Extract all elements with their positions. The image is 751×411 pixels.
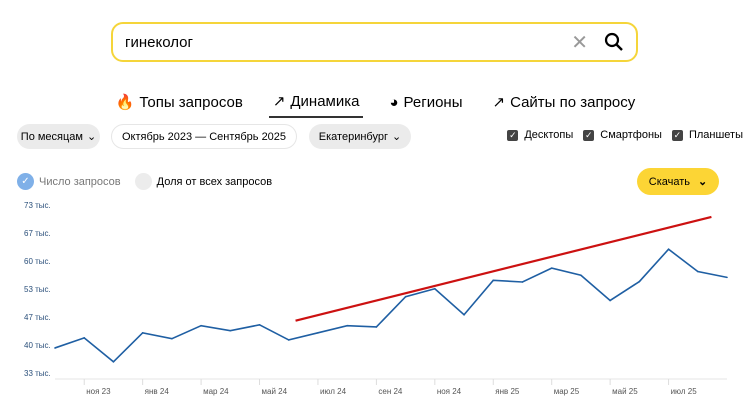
check-icon[interactable]: ✓ <box>17 173 34 190</box>
x-tick-label: мар 24 <box>203 387 229 396</box>
data-point <box>171 337 173 340</box>
y-tick-label: 67 тыс. <box>24 229 51 238</box>
checkbox-tablet[interactable]: ✓ Планшеты <box>671 129 743 141</box>
data-point <box>463 313 465 316</box>
download-button[interactable]: Скачать ⌄ <box>637 168 719 195</box>
chevron-down-icon: ⌄ <box>698 176 708 188</box>
data-point <box>141 332 144 334</box>
x-tick-label: сен 24 <box>378 387 403 396</box>
trend-icon: ↗ <box>272 93 286 110</box>
tab-sites[interactable]: ↗ Сайты по запросу <box>489 88 640 118</box>
checkbox-smartphone[interactable]: ✓ Смартфоны <box>583 129 662 141</box>
x-tick-label: мар 25 <box>554 387 580 396</box>
magnifier-icon[interactable] <box>604 32 624 52</box>
data-point <box>726 276 728 279</box>
data-point <box>200 324 202 327</box>
check-icon: ✓ <box>583 129 595 141</box>
x-tick-label: янв 24 <box>145 387 170 396</box>
y-tick-label: 53 тыс. <box>24 285 51 294</box>
globe-icon: ◕ <box>389 93 399 111</box>
data-point <box>609 299 611 302</box>
checkbox-label: Смартфоны <box>600 129 662 141</box>
chevron-down-icon: ⌄ <box>86 131 97 143</box>
data-point <box>638 280 641 283</box>
tab-label: Топы запросов <box>139 93 243 111</box>
date-range-label: Октябрь 2023 — Сентябрь 2025 <box>121 130 287 143</box>
fire-icon: 🔥 <box>115 94 135 111</box>
x-tick-label: май 25 <box>612 387 638 396</box>
data-point <box>580 274 582 277</box>
y-tick-label: 40 тыс. <box>24 341 51 350</box>
checkbox-label: Десктопы <box>524 129 574 141</box>
data-point <box>112 360 115 363</box>
chart-legend: ✓ Число запросов Доля от всех запросов <box>17 173 272 190</box>
y-tick-label: 33 тыс. <box>24 369 51 378</box>
tabs: 🔥 Топы запросов ↗ Динамика ◕ Регионы ↗ Сайты… <box>0 88 751 118</box>
x-tick-label: июл 24 <box>320 387 347 396</box>
chevron-down-icon: ⌄ <box>391 131 402 143</box>
date-range-picker[interactable]: Октябрь 2023 — Сентябрь 2025 <box>111 124 297 149</box>
x-tick-label: май 24 <box>262 387 288 396</box>
data-point <box>258 324 261 326</box>
data-point <box>317 332 319 334</box>
tab-label: Регионы <box>403 93 463 111</box>
data-point <box>346 324 348 327</box>
data-point <box>550 267 553 269</box>
data-point <box>375 326 378 328</box>
x-tick-label: янв 25 <box>495 387 520 396</box>
close-icon[interactable]: ✕ <box>571 31 588 54</box>
data-point <box>229 329 232 332</box>
x-tick-label: ноя 23 <box>86 387 111 396</box>
search-input[interactable] <box>125 33 572 51</box>
y-tick-label: 73 тыс. <box>24 201 51 210</box>
data-point <box>521 281 524 283</box>
check-icon: ✓ <box>671 129 683 141</box>
region-label: Екатеринбург <box>318 130 388 143</box>
data-point <box>287 339 290 341</box>
device-filters: ✓ Десктопы ✓ Смартфоны ✓ Планшеты <box>507 129 743 141</box>
data-point <box>696 270 699 273</box>
radio-icon[interactable] <box>134 173 152 190</box>
search-bar[interactable]: ✕ <box>111 22 638 62</box>
x-tick-label: ноя 24 <box>437 387 462 396</box>
data-point <box>492 279 495 282</box>
data-point <box>667 248 670 251</box>
tab-tops[interactable]: 🔥 Топы запросов <box>112 88 247 118</box>
check-icon: ✓ <box>507 129 519 141</box>
period-select[interactable]: По месяцам ⌄ <box>17 124 100 149</box>
data-point <box>404 295 407 298</box>
tab-label: Динамика <box>290 92 360 110</box>
period-label: По месяцам <box>20 130 83 143</box>
tab-label: Сайты по запросу <box>510 93 636 111</box>
x-tick-label: июл 25 <box>671 387 698 396</box>
y-tick-label: 60 тыс. <box>24 257 51 266</box>
tab-dynamics[interactable]: ↗ Динамика <box>268 88 364 118</box>
checkbox-label: Планшеты <box>688 129 743 141</box>
data-point <box>83 337 86 339</box>
legend-count[interactable]: Число запросов <box>39 175 121 188</box>
region-select[interactable]: Екатеринбург ⌄ <box>309 124 411 149</box>
trend-line <box>295 215 712 322</box>
external-link-icon: ↗ <box>492 94 506 111</box>
checkbox-desktop[interactable]: ✓ Десктопы <box>507 129 573 141</box>
y-tick-label: 47 тыс. <box>24 313 51 322</box>
legend-share[interactable]: Доля от всех запросов <box>156 175 273 188</box>
tab-regions[interactable]: ◕ Регионы <box>385 88 466 118</box>
download-label: Скачать <box>648 175 691 188</box>
data-point <box>434 287 436 290</box>
data-point <box>54 347 56 349</box>
series-line <box>54 248 728 363</box>
